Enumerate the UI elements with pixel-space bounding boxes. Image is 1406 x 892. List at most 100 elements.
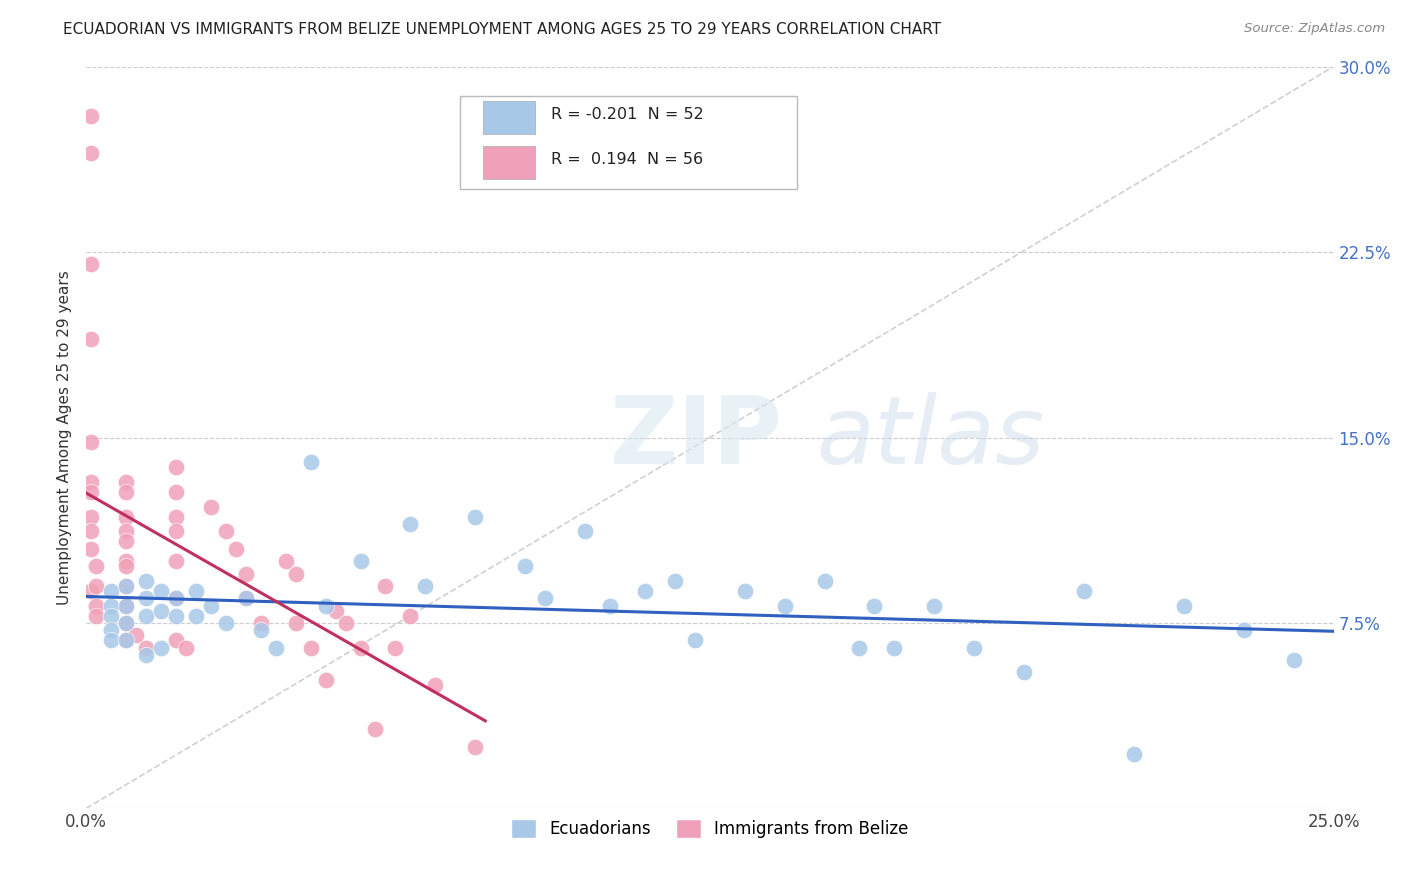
Point	[100, 599, 122, 613]
Point	[464, 509, 486, 524]
Point	[115, 579, 138, 593]
Point	[235, 591, 257, 606]
Point	[115, 559, 138, 574]
Point	[1073, 583, 1095, 598]
Point	[634, 583, 657, 598]
Point	[80, 146, 103, 161]
Point	[115, 475, 138, 489]
Legend: Ecuadorians, Immigrants from Belize: Ecuadorians, Immigrants from Belize	[505, 812, 915, 845]
Point	[184, 608, 207, 623]
Point	[574, 524, 596, 539]
Point	[1173, 599, 1195, 613]
Point	[734, 583, 756, 598]
Point	[84, 579, 107, 593]
Point	[115, 509, 138, 524]
Point	[115, 484, 138, 499]
Point	[299, 640, 322, 655]
Point	[274, 554, 297, 568]
Point	[335, 615, 357, 630]
Point	[149, 583, 172, 598]
Point	[848, 640, 870, 655]
Point	[149, 604, 172, 618]
Point	[135, 648, 157, 662]
Point	[249, 615, 271, 630]
Text: ZIP: ZIP	[610, 392, 783, 483]
Point	[100, 608, 122, 623]
Point	[249, 624, 271, 638]
Point	[80, 332, 103, 346]
Point	[225, 541, 247, 556]
Point	[1122, 747, 1144, 761]
Y-axis label: Unemployment Among Ages 25 to 29 years: Unemployment Among Ages 25 to 29 years	[58, 270, 72, 605]
Point	[135, 608, 157, 623]
Point	[115, 615, 138, 630]
Point	[299, 455, 322, 469]
Point	[115, 633, 138, 648]
Point	[115, 579, 138, 593]
Point	[364, 723, 387, 737]
Point	[135, 591, 157, 606]
Point	[924, 599, 946, 613]
Point	[399, 517, 422, 532]
Point	[374, 579, 396, 593]
Point	[115, 599, 138, 613]
Text: R = -0.201  N = 52: R = -0.201 N = 52	[551, 107, 704, 122]
Point	[115, 633, 138, 648]
Point	[315, 599, 337, 613]
Point	[149, 640, 172, 655]
FancyBboxPatch shape	[460, 96, 797, 189]
Point	[215, 524, 238, 539]
Point	[165, 509, 187, 524]
Point	[80, 509, 103, 524]
Point	[813, 574, 835, 588]
Point	[165, 554, 187, 568]
Point	[1012, 665, 1035, 680]
Point	[80, 524, 103, 539]
Point	[115, 524, 138, 539]
FancyBboxPatch shape	[482, 146, 536, 178]
Point	[863, 599, 886, 613]
Point	[200, 500, 222, 514]
Point	[84, 559, 107, 574]
Point	[165, 484, 187, 499]
Point	[1282, 653, 1305, 667]
Point	[115, 599, 138, 613]
Point	[599, 599, 621, 613]
Point	[184, 583, 207, 598]
Point	[80, 475, 103, 489]
Point	[349, 554, 371, 568]
Point	[100, 624, 122, 638]
Point	[84, 599, 107, 613]
Point	[399, 608, 422, 623]
Point	[235, 591, 257, 606]
Point	[125, 628, 148, 642]
Point	[135, 640, 157, 655]
Point	[100, 583, 122, 598]
Point	[284, 615, 307, 630]
Point	[80, 435, 103, 450]
Point	[80, 484, 103, 499]
Point	[425, 678, 447, 692]
Point	[315, 673, 337, 687]
Point	[215, 615, 238, 630]
Point	[165, 591, 187, 606]
Point	[165, 608, 187, 623]
Point	[883, 640, 905, 655]
Point	[349, 640, 371, 655]
Point	[264, 640, 287, 655]
FancyBboxPatch shape	[482, 102, 536, 134]
Point	[773, 599, 796, 613]
Point	[963, 640, 986, 655]
Point	[165, 633, 187, 648]
Text: R =  0.194  N = 56: R = 0.194 N = 56	[551, 152, 703, 167]
Point	[284, 566, 307, 581]
Point	[664, 574, 686, 588]
Point	[80, 541, 103, 556]
Point	[165, 591, 187, 606]
Point	[534, 591, 557, 606]
Text: ECUADORIAN VS IMMIGRANTS FROM BELIZE UNEMPLOYMENT AMONG AGES 25 TO 29 YEARS CORR: ECUADORIAN VS IMMIGRANTS FROM BELIZE UNE…	[63, 22, 942, 37]
Point	[683, 633, 706, 648]
Point	[115, 554, 138, 568]
Text: atlas: atlas	[815, 392, 1045, 483]
Point	[115, 534, 138, 549]
